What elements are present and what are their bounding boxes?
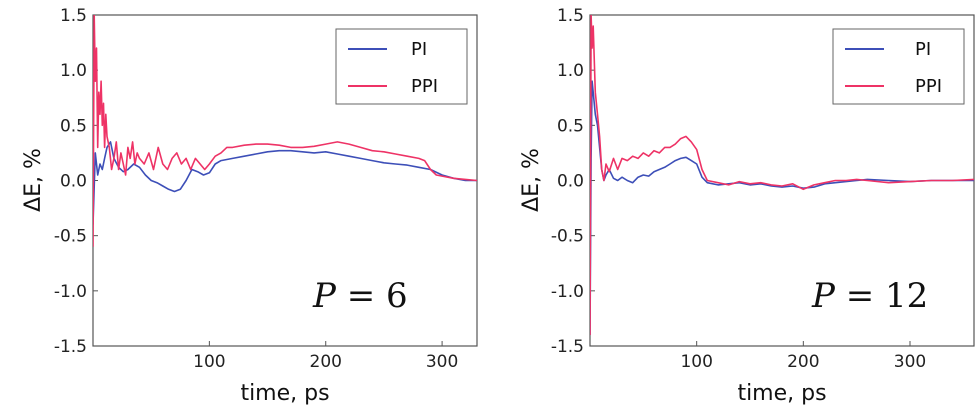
legend-label-pi: PI bbox=[915, 39, 931, 60]
y-axis-label: ΔE, % bbox=[519, 148, 544, 212]
x-tick-label: 300 bbox=[894, 352, 926, 372]
y-tick-label: -0.5 bbox=[54, 227, 87, 247]
panel-left: -1.5-1.0-0.50.00.51.01.5 100 200 300 PI PP… bbox=[21, 6, 478, 406]
y-tick-label: -0.5 bbox=[551, 227, 584, 247]
series-line-ppi bbox=[93, 15, 477, 247]
annotation: P = 12 bbox=[811, 276, 928, 316]
legend-label-pi: PI bbox=[411, 39, 427, 60]
y-tick-label: -1.0 bbox=[551, 282, 584, 302]
y-tick-label: 1.0 bbox=[557, 61, 584, 81]
annotation-operator: = bbox=[835, 276, 885, 316]
series-line-ppi bbox=[590, 15, 974, 336]
y-axis-ticks: -1.5 -1.0 -0.5 0.0 0.5 1.0 1.5 bbox=[54, 6, 98, 357]
y-tick-label: 1.0 bbox=[60, 61, 87, 81]
legend-box bbox=[832, 28, 965, 105]
x-axis-label: time, ps bbox=[240, 381, 329, 406]
annotation-operator: = bbox=[336, 276, 386, 316]
legend: PI PPI bbox=[832, 28, 965, 105]
series-lines bbox=[93, 15, 477, 247]
annotation-variable: P bbox=[312, 276, 337, 316]
x-tick-label: 200 bbox=[310, 352, 342, 372]
x-axis-ticks: 100 200 300 bbox=[193, 341, 458, 372]
legend-box bbox=[335, 28, 468, 105]
annotation-value: 6 bbox=[386, 276, 408, 316]
x-tick-label: 100 bbox=[680, 352, 712, 372]
y-tick-label: 1.5 bbox=[60, 6, 87, 26]
y-tick-label: -1.5 bbox=[54, 337, 87, 357]
legend-label-ppi: PPI bbox=[411, 76, 438, 97]
x-axis-label: time, ps bbox=[737, 381, 826, 406]
annotation: P = 6 bbox=[312, 276, 408, 316]
annotation-value: 12 bbox=[885, 276, 928, 316]
series-line-pi bbox=[93, 141, 477, 225]
x-tick-label: 200 bbox=[787, 352, 819, 372]
legend: PI PPI bbox=[335, 28, 468, 105]
y-tick-label: 0.0 bbox=[557, 172, 584, 192]
series-lines bbox=[590, 15, 974, 336]
annotation-variable: P bbox=[811, 276, 836, 316]
legend-label-ppi: PPI bbox=[915, 76, 942, 97]
y-axis-label: ΔE, % bbox=[21, 148, 46, 212]
y-tick-label: 0.5 bbox=[557, 116, 584, 136]
x-tick-label: 100 bbox=[193, 352, 225, 372]
x-tick-label: 300 bbox=[426, 352, 458, 372]
y-tick-label: 1.5 bbox=[557, 6, 584, 26]
panel-right: -1.5-1.0-0.50.00.51.01.5 100 200 300 PI PP… bbox=[519, 6, 975, 406]
y-tick-label: -1.5 bbox=[551, 337, 584, 357]
y-tick-label: -1.0 bbox=[54, 282, 87, 302]
x-axis-ticks: 100 200 300 bbox=[680, 341, 926, 372]
y-tick-label: 0.0 bbox=[60, 172, 87, 192]
y-tick-label: 0.5 bbox=[60, 116, 87, 136]
y-axis-ticks: -1.5 -1.0 -0.5 0.0 0.5 1.0 1.5 bbox=[551, 6, 595, 357]
